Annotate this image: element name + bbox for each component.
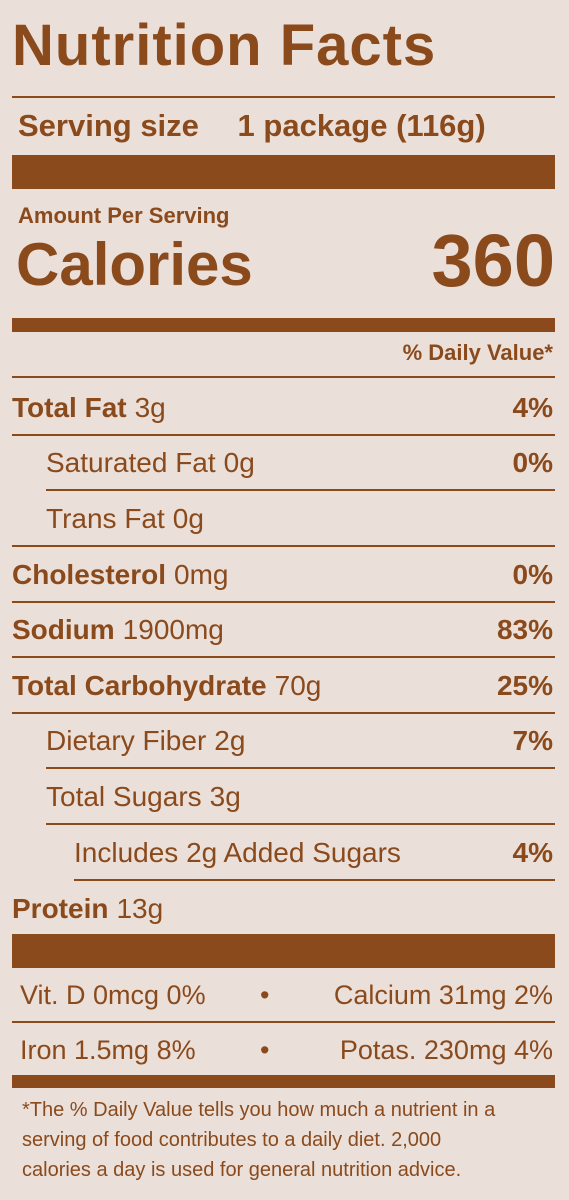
- vitamin-row: Iron 1.5mg 8% • Potas. 230mg 4%: [20, 1032, 553, 1068]
- vitamin-row: Vit. D 0mcg 0% • Calcium 31mg 2%: [20, 977, 553, 1013]
- serving-label: Serving size: [18, 108, 199, 143]
- rule: [46, 823, 555, 825]
- footnote-line: calories a day is used for general nutri…: [22, 1159, 462, 1181]
- nutrient-row: Protein 13g: [12, 891, 553, 927]
- nutrient-amount: 2g: [214, 725, 246, 756]
- nutrient-row: Includes 2g Added Sugars 4%: [74, 835, 553, 871]
- daily-value: 7%: [512, 725, 553, 756]
- amount-per-serving: Amount Per Serving: [18, 203, 230, 228]
- nutrient-row: Total Sugars 3g: [46, 779, 553, 815]
- bullet: •: [260, 980, 270, 1010]
- rule: [12, 1021, 555, 1023]
- nutrient-name: Trans Fat: [46, 503, 165, 534]
- nutrient-amount: 13g: [116, 893, 164, 924]
- serving: Serving size 1 package (116g): [18, 108, 486, 144]
- title: Nutrition Facts: [12, 13, 437, 78]
- nutrient-amount: 0g: [172, 503, 204, 534]
- daily-value: 4%: [512, 837, 553, 868]
- daily-value: 0%: [512, 447, 553, 478]
- rule: [12, 712, 555, 714]
- nutrient-amount: 0mg: [174, 559, 229, 590]
- nutrient-name: Total Sugars: [46, 781, 202, 812]
- rule: [12, 96, 555, 98]
- nutrient-name: Cholesterol: [12, 559, 167, 590]
- nutrient-name: Saturated Fat: [46, 447, 216, 478]
- rule: [46, 767, 555, 769]
- nutrient-name: Total Fat: [12, 392, 127, 423]
- calories-label: Calories: [16, 231, 253, 298]
- nutrient-amount: 3g: [134, 392, 166, 423]
- medium-bar: [12, 1075, 555, 1088]
- nutrient-row: Dietary Fiber 2g 7%: [46, 723, 553, 759]
- vitamin-left: Vit. D 0mcg 0%: [20, 980, 206, 1010]
- nutrient-row: Total Carbohydrate 70g 25%: [12, 668, 553, 704]
- nutrient-name: Dietary Fiber: [46, 725, 207, 756]
- nutrient-name: Total Carbohydrate: [12, 670, 267, 701]
- rule: [12, 376, 555, 378]
- vitamin-right: Potas. 230mg 4%: [339, 1035, 553, 1065]
- daily-value: 25%: [496, 670, 553, 701]
- nutrient-amount: 1900mg: [122, 614, 224, 645]
- medium-bar: [12, 318, 555, 332]
- nutrient-name: Protein: [12, 893, 109, 924]
- nutrient-name: Sodium: [12, 614, 115, 645]
- rule: [12, 434, 555, 436]
- serving-value: 1 package (116g): [237, 108, 486, 143]
- daily-value: 4%: [512, 392, 553, 423]
- nutrient-name: Includes 2g Added Sugars: [74, 837, 401, 868]
- bullet: •: [260, 1035, 270, 1065]
- nutrient-amount: 3g: [209, 781, 241, 812]
- rule: [12, 545, 555, 547]
- nutrient-row: Sodium 1900mg 83%: [12, 612, 553, 648]
- nutrient-row: Saturated Fat 0g 0%: [46, 445, 553, 481]
- nutrient-amount: 0g: [223, 447, 255, 478]
- footnote-line: serving of food contributes to a daily d…: [22, 1129, 442, 1151]
- daily-value: 0%: [512, 559, 553, 590]
- daily-value-header: % Daily Value*: [402, 340, 553, 365]
- thick-bar: [12, 934, 555, 968]
- vitamin-right: Calcium 31mg 2%: [333, 980, 553, 1010]
- footnote-line: *The % Daily Value tells you how much a …: [22, 1099, 496, 1121]
- nutrient-amount: 70g: [274, 670, 322, 701]
- daily-value: 83%: [496, 614, 553, 645]
- nutrient-row: Total Fat 3g 4%: [12, 390, 553, 426]
- vitamin-left: Iron 1.5mg 8%: [20, 1035, 196, 1065]
- nutrient-row: Trans Fat 0g: [46, 501, 553, 537]
- nutrient-row: Cholesterol 0mg 0%: [12, 557, 553, 593]
- rule: [46, 489, 555, 491]
- calories-value: 360: [431, 219, 555, 302]
- rule: [12, 601, 555, 603]
- rule: [12, 656, 555, 658]
- thick-bar: [12, 155, 555, 189]
- rule: [74, 879, 555, 881]
